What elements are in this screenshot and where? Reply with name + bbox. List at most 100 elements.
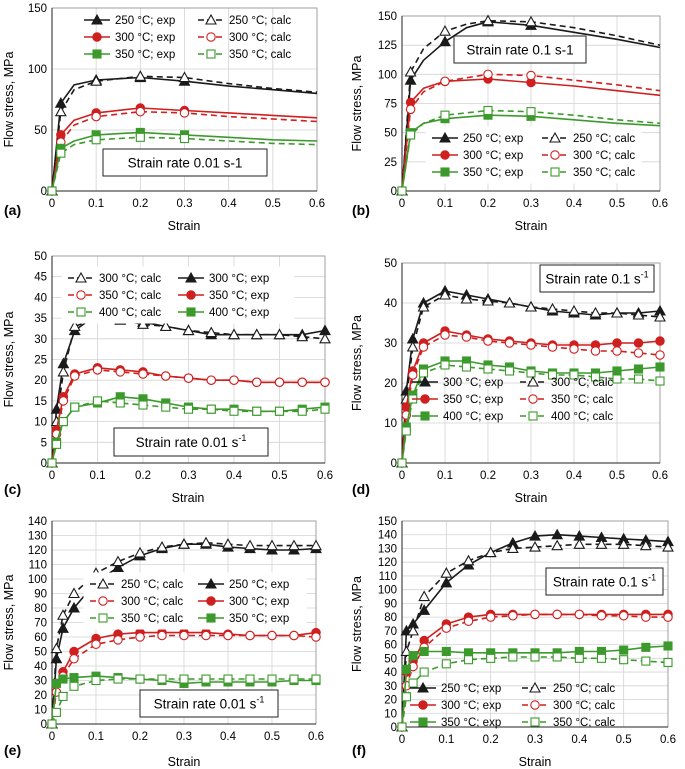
x-tick-label: 0 [49,470,55,482]
annotation-text: Strain rate 0.01 s-1 [128,156,243,171]
data-point [274,406,285,416]
legend-swatch-marker [530,700,540,710]
data-point [418,368,429,378]
annotation-box [139,689,279,718]
data-point [58,396,69,406]
data-point [482,294,494,306]
data-point [92,365,103,375]
data-point [619,655,629,665]
legend-label: 350 °C; exp [209,290,269,302]
data-point [47,186,57,196]
chart-panel-1: 0 0.1 0.2 0.3 0.4 0.5 0.6 0 50 100 150 Strain Flow s… [2,3,325,233]
data-point [441,659,451,669]
legend-label: 300 °C; exp [209,273,269,285]
data-point [50,642,63,654]
panel-label: (b) [352,202,370,218]
data-point [639,539,652,551]
y-tick-label: 20 [34,375,47,387]
annotation-box [113,427,269,457]
data-point [179,630,189,641]
y-tick-label: 50 [384,258,397,270]
annotation-box [545,567,664,596]
legend-label: 400 °C; calc [99,307,161,319]
legend-swatch-marker [76,290,86,300]
legend-label: 250 °C; exp [229,579,289,591]
y-tick-label: 100 [378,585,397,597]
legend-swatch-marker [527,375,539,387]
legend: 250 °C; calc 250 °C; exp 300 °C; calc 300 °… [83,572,307,630]
data-point [222,538,234,549]
legend-swatch-marker [418,717,428,727]
legend-swatch-marker [549,131,561,143]
chart-panel-4: 0 0.1 0.2 0.3 0.4 0.5 0.6 0 10 20 30 40 50 Strain Flow… [350,258,668,505]
x-tick-label: 0.3 [523,470,539,482]
chart-panel-2: 0 0.1 0.2 0.3 0.4 0.5 0.6 0 25 50 75 100 125 150 Strai… [350,11,668,233]
x-tick-label: 0.1 [88,731,104,743]
data-point [115,367,126,377]
data-point [547,342,558,352]
data-point [113,635,123,645]
x-axis-label: Strain [519,755,552,769]
x-tick-label: 0.4 [221,198,238,210]
data-point [135,674,145,684]
data-point [569,344,579,354]
y-tick-label: 40 [384,667,397,679]
legend-swatch-marker [205,13,217,25]
x-axis-label: Strain [168,219,201,233]
data-point [612,374,622,384]
data-point [408,678,418,688]
y-tick-label: 60 [34,632,47,644]
data-point [552,652,562,662]
data-point [229,406,239,416]
legend-label: 350 °C; calc [121,613,183,625]
y-tick-label: 100 [28,64,47,76]
y-tick-label: 10 [34,705,47,717]
data-point [483,336,493,346]
data-point [228,328,240,340]
data-point [440,576,453,588]
x-tick-label: 0.5 [265,198,281,210]
data-point [57,365,70,377]
x-tick-label: 0.6 [308,731,324,743]
data-point [506,542,519,554]
y-tick-label: 30 [34,676,47,688]
legend-swatch-marker [528,411,538,421]
legend-label: 250 °C; exp [441,683,501,695]
legend-swatch-marker [75,271,87,283]
panel-label: (f) [352,742,366,758]
data-point [504,366,515,376]
x-tick-label: 0.6 [660,734,676,746]
data-point [655,376,665,386]
data-point [633,374,644,384]
legend-label: 250 °C; calc [229,15,291,27]
data-point [405,104,416,115]
annotation-text: Strain rate 0.01 s-1 [136,433,247,450]
data-point [529,529,541,541]
legend-label: 350 °C; exp [441,717,501,729]
data-point [589,306,602,318]
data-point [655,350,665,360]
x-tick-label: 0.4 [220,731,237,743]
data-point [596,611,607,621]
data-point [595,538,608,549]
data-point [407,624,420,636]
data-point [551,539,564,551]
legend-swatch-marker [91,13,103,25]
series-line [401,19,661,192]
legend-background [425,126,642,184]
legend-swatch-marker [550,167,560,177]
data-point [569,370,579,380]
x-tick-label: 0.1 [438,734,454,746]
data-point [68,601,80,613]
x-tick-label: 0 [399,470,405,482]
panel-label: (e) [4,742,21,758]
x-axis-label: Strain [515,219,548,233]
legend-label: 250 °C; calc [573,133,635,145]
y-tick-label: 0 [41,458,47,470]
x-tick-label: 0.1 [437,198,453,210]
legend-label: 350 °C; calc [229,49,291,61]
y-tick-label: 90 [384,598,397,610]
x-tick-label: 0.5 [609,198,625,210]
data-point [229,375,239,385]
